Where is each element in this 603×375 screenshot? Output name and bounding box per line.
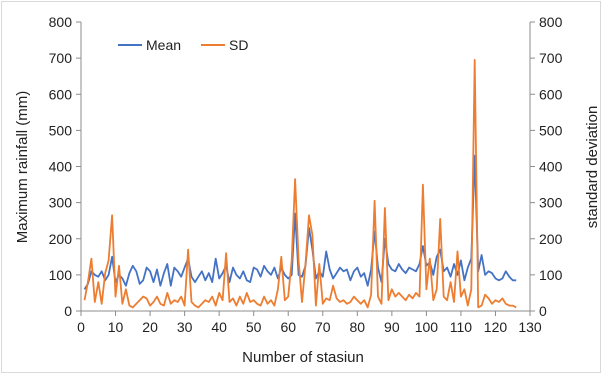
y-tick-label: 300 <box>49 195 73 211</box>
y-tick-label: 700 <box>49 50 73 66</box>
x-tick-label: 100 <box>415 319 439 335</box>
y2-tick-label: 200 <box>539 231 563 247</box>
y-tick-label: 200 <box>49 231 73 247</box>
x-tick-label: 10 <box>108 319 124 335</box>
x-tick-label: 20 <box>142 319 158 335</box>
legend-label-sd: SD <box>229 37 248 53</box>
series-line-mean <box>83 154 517 290</box>
x-tick-label: 60 <box>280 319 296 335</box>
x-tick-label: 70 <box>315 319 331 335</box>
y2-tick-label: 500 <box>539 122 563 138</box>
x-tick-label: 90 <box>384 319 400 335</box>
x-tick-label: 30 <box>177 319 193 335</box>
legend-label-mean: Mean <box>146 37 181 53</box>
series-line-sd <box>83 59 517 309</box>
x-tick-label: 80 <box>350 319 366 335</box>
axes: 0 10 20 30 40 50 60 70 80 90 100 110 120 130010020030… <box>49 14 563 335</box>
y-tick-label: 500 <box>49 122 73 138</box>
y-tick-label: 100 <box>49 267 73 283</box>
y2-tick-label: 800 <box>539 14 563 30</box>
x-tick-label: 0 <box>77 319 85 335</box>
y-tick-label: 800 <box>49 14 73 30</box>
y2-axis-label: standard deviation <box>584 106 601 229</box>
x-tick-label: 130 <box>518 319 542 335</box>
x-tick-label: 40 <box>211 319 227 335</box>
x-tick-label: 50 <box>246 319 262 335</box>
y-tick-label: 600 <box>49 86 73 102</box>
series-lines <box>83 59 517 309</box>
y2-tick-label: 0 <box>539 303 547 319</box>
y-axis-label: Maximum rainfall (mm) <box>14 91 31 244</box>
y2-tick-label: 600 <box>539 86 563 102</box>
y2-tick-label: 100 <box>539 267 563 283</box>
legend: Mean SD <box>118 37 248 53</box>
x-tick-label: 120 <box>484 319 508 335</box>
x-axis-label: Number of stasiun <box>242 349 364 366</box>
x-tick-label: 110 <box>450 319 473 335</box>
y2-tick-label: 400 <box>539 159 563 175</box>
y2-tick-label: 300 <box>539 195 563 211</box>
y2-tick-label: 700 <box>539 50 563 66</box>
y-tick-label: 0 <box>64 303 72 319</box>
y-tick-label: 400 <box>49 159 73 175</box>
